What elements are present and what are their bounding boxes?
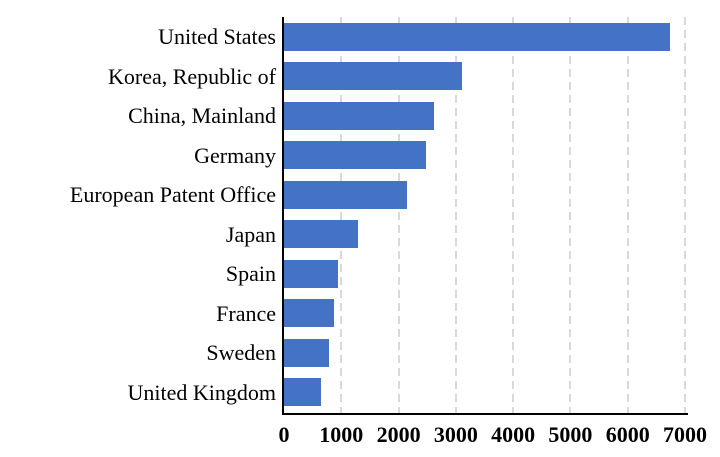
gridline <box>340 17 343 413</box>
bar <box>284 101 434 130</box>
category-label: Germany <box>194 142 276 168</box>
x-axis-line <box>282 413 688 415</box>
gridline <box>454 17 457 413</box>
bar <box>284 338 329 367</box>
category-label: United States <box>158 24 276 49</box>
bar <box>284 22 670 51</box>
category-label: United Kingdom <box>127 379 277 405</box>
x-tick-label: 6000 <box>605 422 650 447</box>
category-label: Japan <box>225 221 276 247</box>
category-label: European Patent Office <box>69 182 276 207</box>
x-tick-label: 1000 <box>319 422 364 447</box>
bar <box>284 180 407 209</box>
category-label: Sweden <box>206 340 276 365</box>
gridline <box>512 17 515 413</box>
bar <box>284 141 427 170</box>
category-label: Spain <box>225 261 276 286</box>
category-label: China, Mainland <box>128 103 276 128</box>
x-tick-label: 4000 <box>491 422 536 447</box>
bar <box>284 220 359 249</box>
gridline <box>569 17 572 413</box>
bar <box>284 378 322 407</box>
bar <box>284 62 462 91</box>
category-label: France <box>216 300 276 326</box>
x-tick-label: 2000 <box>376 422 421 447</box>
category-label: Korea, Republic of <box>108 63 276 89</box>
x-tick-label: 3000 <box>433 422 478 447</box>
gridline <box>397 17 400 413</box>
x-tick-label: 0 <box>278 422 290 447</box>
x-tick-label: 7000 <box>663 422 707 447</box>
bar <box>284 259 339 288</box>
gridline <box>684 17 686 413</box>
x-tick-label: 5000 <box>548 422 593 447</box>
y-axis-line <box>282 17 284 415</box>
bar <box>284 299 334 328</box>
gridline <box>626 17 629 413</box>
